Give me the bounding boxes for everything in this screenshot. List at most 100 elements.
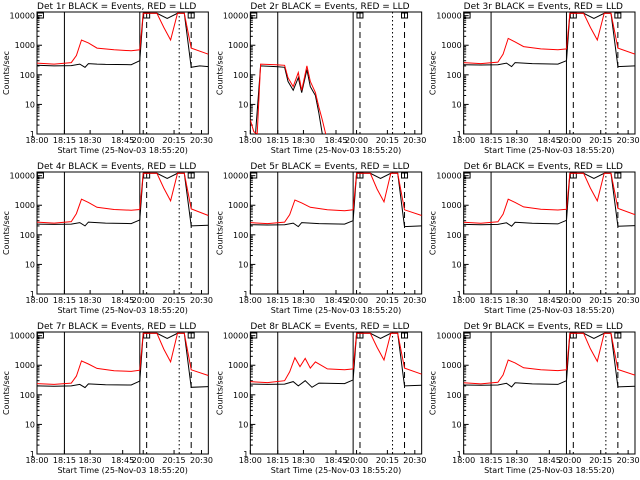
y-tick-label: 10 — [25, 100, 35, 109]
chart-panel-3: Det 3r BLACK = Events, RED = LLD 1 10 100 10… — [429, 2, 640, 155]
y-tick-label: 10 — [238, 260, 248, 269]
x-tick-label: 18:00 — [25, 136, 48, 145]
chart-panel-2: Det 2r BLACK = Events, RED = LLD 1 10 100 10… — [215, 2, 426, 155]
y-tick-label: 10000 — [436, 332, 461, 341]
plot-frame — [36, 171, 209, 295]
x-tick-label: 20:00 — [132, 136, 155, 145]
x-tick-label: 18:15 — [266, 456, 289, 465]
x-tick-label: 18:30 — [505, 136, 528, 145]
interval-marker — [36, 332, 44, 339]
y-tick-label: 10000 — [223, 12, 248, 21]
y-tick-label: 1 — [30, 290, 35, 299]
y-tick-label: 10000 — [223, 332, 248, 341]
y-tick-label: 1000 — [15, 41, 35, 50]
y-tick-label: 100 — [20, 391, 35, 400]
x-tick-label: 18:45 — [324, 296, 347, 305]
x-tick-label: 18:15 — [53, 136, 76, 145]
interval-marker — [356, 12, 364, 19]
y-tick-label: 1 — [457, 450, 462, 459]
series-line-events — [250, 65, 323, 134]
plot-frame — [463, 171, 636, 295]
y-tick-label: 10000 — [223, 172, 248, 181]
y-tick-label: 10000 — [10, 12, 35, 21]
x-tick-label: 18:00 — [25, 296, 48, 305]
x-tick-label: 18:45 — [538, 136, 561, 145]
plot-frame — [249, 171, 423, 295]
x-axis-label: Start Time (25-Nov-03 18:55:20) — [57, 146, 187, 155]
x-tick-label: 20:30 — [617, 296, 640, 305]
x-tick-label: 20:30 — [190, 296, 213, 305]
series-line-events — [250, 332, 422, 388]
chart-panel-9: Det 9r BLACK = Events, RED = LLD 1 10 100 10… — [429, 322, 640, 475]
interval-marker — [401, 172, 409, 179]
series-line-lld — [37, 172, 209, 224]
x-tick-label: 18:30 — [79, 296, 102, 305]
interval-marker — [187, 172, 195, 179]
plot-frame — [36, 11, 209, 135]
x-axis-label: Start Time (25-Nov-03 18:55:20) — [484, 306, 614, 315]
y-tick-label: 10000 — [10, 332, 35, 341]
x-tick-label: 18:15 — [266, 296, 289, 305]
interval-marker — [463, 172, 471, 179]
y-tick-label: 1 — [457, 130, 462, 139]
x-tick-label: 18:00 — [25, 456, 48, 465]
series-line-events — [250, 172, 422, 228]
y-tick-label: 100 — [233, 231, 248, 240]
x-tick-label: 20:15 — [589, 136, 612, 145]
x-tick-label: 18:45 — [538, 456, 561, 465]
x-tick-label: 20:30 — [617, 456, 640, 465]
x-tick-label: 18:15 — [480, 296, 503, 305]
chart-panel-5: Det 5r BLACK = Events, RED = LLD 1 10 100 10… — [215, 162, 426, 315]
y-axis-label: Counts/sec — [429, 211, 438, 255]
x-tick-label: 18:00 — [239, 296, 262, 305]
x-tick-label: 18:00 — [239, 136, 262, 145]
x-tick-label: 18:45 — [111, 296, 134, 305]
chart-title: Det 2r BLACK = Events, RED = LLD — [250, 2, 409, 12]
x-axis-label: Start Time (25-Nov-03 18:55:20) — [271, 466, 401, 475]
y-tick-label: 10000 — [10, 172, 35, 181]
y-tick-label: 10000 — [436, 12, 461, 21]
interval-marker — [187, 332, 195, 339]
series-line-lld — [250, 332, 422, 384]
y-tick-label: 1 — [30, 450, 35, 459]
x-tick-label: 20:15 — [163, 136, 186, 145]
y-tick-label: 1 — [457, 290, 462, 299]
plot-frame — [249, 11, 423, 135]
x-tick-label: 20:00 — [558, 456, 581, 465]
chart-panel-1: Det 1r BLACK = Events, RED = LLD 1 10 100 10… — [2, 2, 213, 155]
x-tick-label: 18:45 — [538, 296, 561, 305]
y-axis-label: Counts/sec — [2, 51, 11, 95]
y-tick-label: 1000 — [15, 361, 35, 370]
x-axis-label: Start Time (25-Nov-03 18:55:20) — [484, 466, 614, 475]
interval-marker — [250, 172, 258, 179]
x-tick-label: 20:30 — [190, 136, 213, 145]
interval-marker — [250, 332, 258, 339]
x-tick-label: 20:00 — [345, 296, 368, 305]
y-tick-label: 10 — [451, 420, 461, 429]
x-axis-label: Start Time (25-Nov-03 18:55:20) — [271, 306, 401, 315]
x-tick-label: 18:00 — [452, 136, 475, 145]
series-line-events — [37, 172, 209, 227]
y-tick-label: 100 — [446, 71, 461, 80]
chart-title: Det 7r BLACK = Events, RED = LLD — [37, 322, 196, 332]
y-tick-label: 1000 — [228, 201, 248, 210]
y-axis-label: Counts/sec — [429, 51, 438, 95]
y-axis-label: Counts/sec — [429, 371, 438, 415]
x-axis-label: Start Time (25-Nov-03 18:55:20) — [271, 146, 401, 155]
y-tick-label: 1 — [243, 290, 248, 299]
y-axis-label: Counts/sec — [215, 51, 224, 95]
x-axis-label: Start Time (25-Nov-03 18:55:20) — [57, 306, 187, 315]
y-tick-label: 1000 — [441, 201, 461, 210]
chart-title: Det 3r BLACK = Events, RED = LLD — [464, 2, 623, 12]
interval-marker — [401, 332, 409, 339]
series-line-lld — [37, 12, 209, 65]
interval-marker — [401, 12, 409, 19]
plot-frame — [249, 331, 423, 455]
x-tick-label: 20:00 — [558, 136, 581, 145]
x-tick-label: 18:15 — [266, 136, 289, 145]
x-tick-label: 18:15 — [53, 456, 76, 465]
y-axis-label: Counts/sec — [215, 371, 224, 415]
chart-title: Det 4r BLACK = Events, RED = LLD — [37, 162, 196, 172]
x-tick-label: 18:30 — [79, 136, 102, 145]
